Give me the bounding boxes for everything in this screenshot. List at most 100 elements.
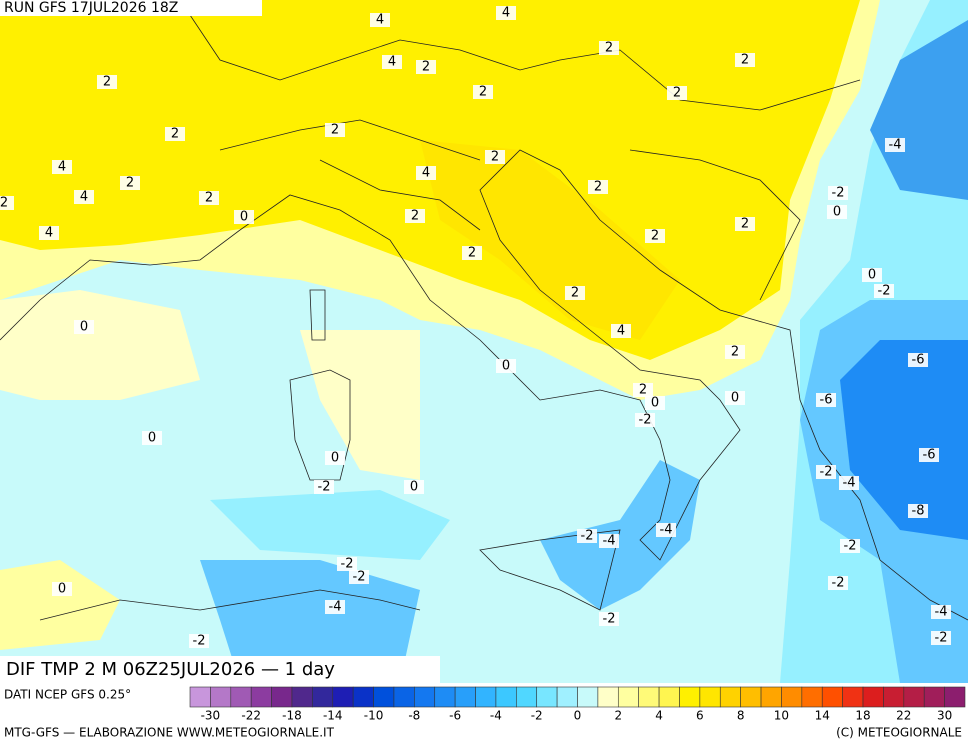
label-bg bbox=[645, 396, 665, 410]
colorbar-swatch bbox=[516, 686, 538, 708]
colorbar-swatch bbox=[536, 686, 558, 708]
colorbar-swatch bbox=[781, 686, 803, 708]
colorbar-label: -6 bbox=[449, 709, 461, 723]
colorbar-swatch bbox=[638, 686, 660, 708]
colorbar-swatch bbox=[373, 686, 395, 708]
cold-zone bbox=[540, 460, 700, 610]
colorbar-label: -10 bbox=[364, 709, 384, 723]
contour-label: -4 bbox=[603, 534, 616, 549]
colorbar-swatch bbox=[250, 686, 272, 708]
contour-label: 0 bbox=[731, 391, 739, 406]
label-bg bbox=[39, 226, 59, 240]
map-field bbox=[0, 0, 968, 683]
colorbar: -30 -22 -18 -14 -10 -8 -6 -4 -2 0 2 4 6 8 10 14 18 22 30 bbox=[189, 686, 966, 723]
label-bg bbox=[52, 160, 72, 174]
contour-label: 2 bbox=[103, 75, 111, 90]
footer-left: MTG-GFS — ELABORAZIONE WWW.METEOGIORNALE… bbox=[4, 726, 335, 740]
label-bg bbox=[599, 534, 619, 548]
colorbar-label: 8 bbox=[737, 709, 745, 723]
contour-label: 4 bbox=[617, 324, 625, 339]
label-bg bbox=[325, 123, 345, 137]
contour-label: 2 bbox=[651, 229, 659, 244]
contour-label: -2 bbox=[341, 557, 354, 572]
contour-label: 4 bbox=[422, 166, 430, 181]
colorbar-swatch bbox=[291, 686, 313, 708]
label-bg bbox=[816, 465, 836, 479]
contour-label: 4 bbox=[58, 160, 66, 175]
contour-label: 2 bbox=[639, 383, 647, 398]
colorbar-swatch bbox=[332, 686, 354, 708]
label-bg bbox=[74, 320, 94, 334]
label-bg bbox=[828, 186, 848, 200]
run-label: RUN GFS 17JUL2026 18Z bbox=[4, 0, 178, 16]
contour-label: 2 bbox=[731, 345, 739, 360]
contour-label: -2 bbox=[639, 413, 652, 428]
colorbar-swatch bbox=[740, 686, 762, 708]
label-bg bbox=[416, 60, 436, 74]
colorbar-swatch bbox=[434, 686, 456, 708]
colorbar-label: -18 bbox=[282, 709, 302, 723]
colorbar-swatch bbox=[842, 686, 864, 708]
warm-zone bbox=[0, 290, 200, 400]
colorbar-label: 30 bbox=[937, 709, 952, 723]
colorbar-swatch bbox=[617, 686, 639, 708]
colorbar-swatch bbox=[597, 686, 619, 708]
contour-label: -4 bbox=[329, 600, 342, 615]
label-bg bbox=[633, 383, 653, 397]
colorbar-swatch bbox=[189, 686, 211, 708]
label-bg bbox=[120, 176, 140, 190]
colorbar-label: -30 bbox=[201, 709, 221, 723]
label-bg bbox=[0, 196, 14, 210]
contour-label: 0 bbox=[833, 205, 841, 220]
colorbar-swatch bbox=[944, 686, 966, 708]
label-bg bbox=[656, 523, 676, 537]
colorbar-swatch bbox=[556, 686, 578, 708]
contour-label: 0 bbox=[502, 359, 510, 374]
contour-label: -4 bbox=[935, 605, 948, 620]
colorbar-swatch bbox=[821, 686, 843, 708]
cold-zone bbox=[200, 560, 420, 683]
contour-label: 0 bbox=[331, 451, 339, 466]
label-bg bbox=[827, 205, 847, 219]
colorbar-swatch bbox=[230, 686, 252, 708]
label-bg bbox=[908, 353, 928, 367]
label-bg bbox=[611, 324, 631, 338]
warm-core bbox=[420, 140, 680, 340]
label-bg bbox=[839, 476, 859, 490]
contour-label: -6 bbox=[820, 393, 833, 408]
colorbar-label: 2 bbox=[614, 709, 622, 723]
label-bg bbox=[931, 631, 951, 645]
label-bg bbox=[667, 86, 687, 100]
contour-label: 2 bbox=[205, 191, 213, 206]
colorbar-swatch bbox=[801, 686, 823, 708]
label-bg bbox=[165, 127, 185, 141]
contour-label: 4 bbox=[502, 6, 510, 21]
label-bg bbox=[199, 191, 219, 205]
contour-label: 2 bbox=[411, 209, 419, 224]
label-bg bbox=[565, 286, 585, 300]
label-bg bbox=[828, 576, 848, 590]
label-bg bbox=[645, 229, 665, 243]
cold-zone bbox=[870, 20, 968, 200]
contour-label: 4 bbox=[80, 190, 88, 205]
label-bg bbox=[405, 209, 425, 223]
label-bg bbox=[52, 582, 72, 596]
contour-label: 2 bbox=[571, 286, 579, 301]
header-box bbox=[0, 0, 262, 16]
contour-label: -4 bbox=[889, 138, 902, 153]
contour-label: -2 bbox=[878, 284, 891, 299]
label-bg bbox=[919, 448, 939, 462]
contour-label: 0 bbox=[410, 480, 418, 495]
contour-label: -2 bbox=[581, 529, 594, 544]
label-bg bbox=[234, 210, 254, 224]
label-bg bbox=[635, 413, 655, 427]
cold-core bbox=[840, 340, 968, 540]
colorbar-swatch bbox=[454, 686, 476, 708]
label-bg bbox=[382, 55, 402, 69]
contour-label: 2 bbox=[422, 60, 430, 75]
colorbar-swatch bbox=[495, 686, 517, 708]
colorbar-label: 22 bbox=[896, 709, 911, 723]
